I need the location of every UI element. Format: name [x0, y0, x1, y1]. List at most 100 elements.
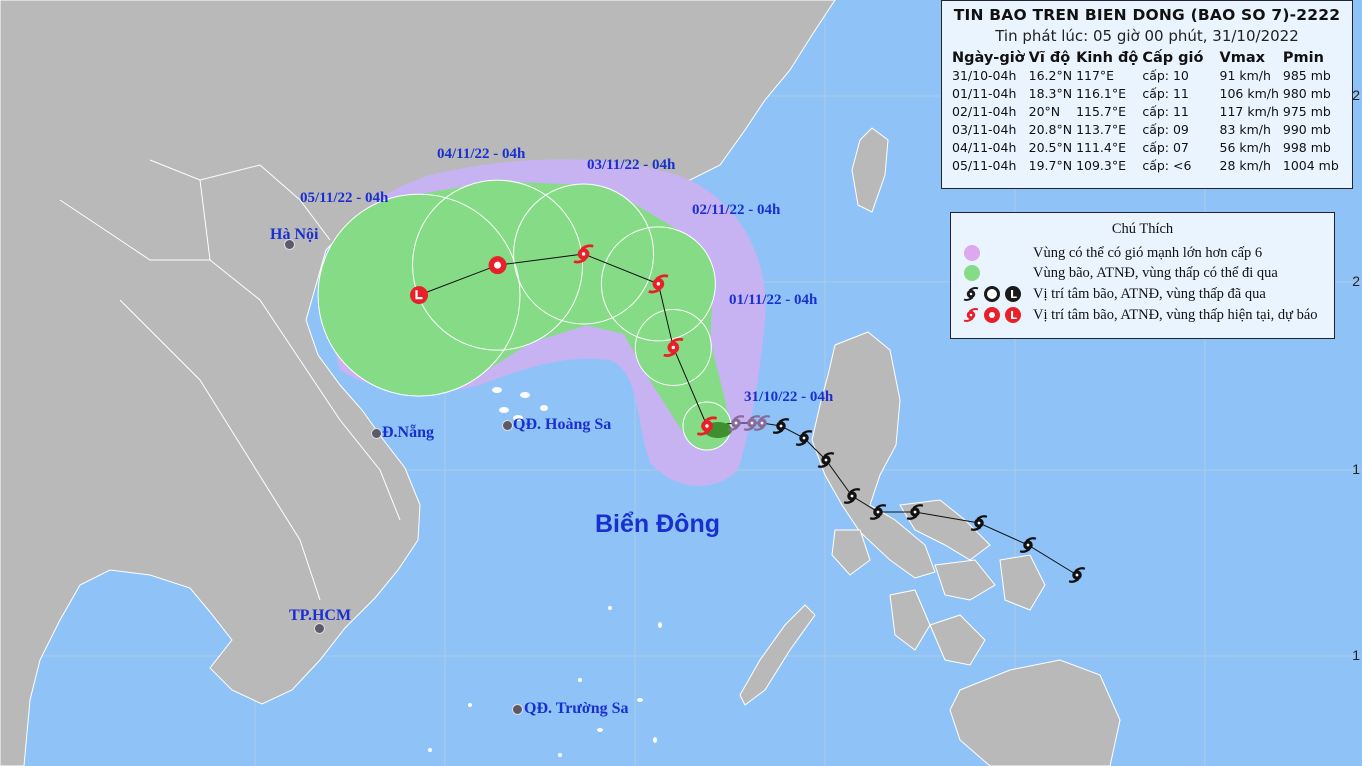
archipelago-hoangsa: QĐ. Hoàng Sa: [513, 416, 612, 433]
table-row: 31/10-04h 16.2°N 117°E cấp: 10 91 km/h 985 mb: [952, 67, 1343, 85]
dot-truongsa: [512, 704, 523, 715]
table-row: 05/11-04h 19.7°N 109.3°E cấp: <6 28 km/h 1004…: [952, 157, 1343, 175]
city-dot-hanoi: [284, 239, 295, 250]
cell-wind: cấp: 11: [1142, 86, 1189, 101]
cell-time: 31/10-04h: [952, 68, 1017, 83]
forecast-track-line: [418, 253, 708, 427]
past-storm-icon: [1068, 567, 1086, 583]
col-header: Vmax: [1219, 50, 1265, 66]
cell-time: 04/11-04h: [952, 140, 1017, 155]
track-label-01-11: 01/11/22 - 04h: [729, 292, 818, 308]
cell-time: 01/11-04h: [952, 86, 1017, 101]
archipelago-truongsa: QĐ. Trường Sa: [524, 700, 629, 717]
city-danang: Đ.Nẵng: [382, 424, 435, 441]
table-row: 04/11-04h 20.5°N 111.4°E cấp: 07 56 km/h 998 …: [952, 139, 1343, 157]
cell-lon: 117°E: [1076, 68, 1115, 83]
low-pressure-icon: [410, 286, 429, 305]
legend-item: Vùng bão, ATNĐ, vùng thấp có thể đi qua: [961, 263, 1278, 283]
cell-vmax: 91 km/h: [1219, 68, 1271, 83]
col-header: Ngày-giờ: [952, 50, 1025, 66]
cell-lat: 20°N: [1028, 104, 1061, 119]
bulletin-panel: TIN BAO TREN BIEN DONG (BAO SO 7)-2222 T…: [941, 0, 1353, 189]
legend-title: Chú Thích: [1111, 221, 1174, 237]
legend-label: Vùng có thể có gió mạnh lớn hơn cấp 6: [1033, 244, 1263, 261]
forecast-circle: [600, 226, 716, 342]
cell-lon: 116.1°E: [1076, 86, 1127, 101]
purple-dot-icon: [964, 245, 980, 261]
cell-lat: 20.8°N: [1028, 122, 1073, 137]
track-label-02-11: 02/11/22 - 04h: [692, 202, 781, 218]
cell-lon: 113.7°E: [1076, 122, 1127, 137]
track-label-04-11: 04/11/22 - 04h: [437, 146, 526, 162]
forecast-circle: [634, 308, 712, 386]
bulletin-title: TIN BAO TREN BIEN DONG (BAO SO 7)-2222: [953, 6, 1341, 24]
green-dot-icon: [964, 265, 980, 281]
forecast-table: Ngày-giờ Vĩ độ Kinh độ Cấp gió Vmax Pmin…: [952, 50, 1343, 175]
forecast-circle: [412, 179, 584, 351]
cell-wind: cấp: 10: [1142, 68, 1189, 83]
sea-name-bien-dong: Biển Đông: [595, 510, 720, 538]
cell-time: 05/11-04h: [952, 158, 1017, 173]
forecast-track: [410, 244, 718, 436]
legend-item: L Vị trí tâm bão, ATNĐ, vùng thấp đã qua: [961, 284, 1266, 304]
legend-label: Vùng bão, ATNĐ, vùng thấp có thể đi qua: [1033, 264, 1278, 281]
cell-wind: cấp: 09: [1142, 122, 1189, 137]
cell-pmin: 990 mb: [1282, 122, 1331, 137]
forecast-circle: [513, 183, 655, 325]
city-dot-danang: [371, 428, 382, 439]
legend-label: Vị trí tâm bão, ATNĐ, vùng thấp đã qua: [1033, 285, 1266, 302]
svg-text:L: L: [1010, 309, 1017, 322]
past-storm-icon: [772, 418, 790, 434]
city-dot-hcm: [314, 623, 325, 634]
cell-lon: 109.3°E: [1076, 158, 1127, 173]
cell-pmin: 998 mb: [1282, 140, 1331, 155]
city-hcm: TP.HCM: [289, 607, 352, 624]
cell-lat: 18.3°N: [1028, 86, 1073, 101]
forecast-circles: [317, 179, 732, 451]
track-zone-segment: [383, 185, 528, 390]
col-header: Kinh độ: [1076, 50, 1139, 66]
cell-vmax: 56 km/h: [1219, 140, 1271, 155]
cell-pmin: 985 mb: [1282, 68, 1331, 83]
track-label-31-10: 31/10/22 - 04h: [744, 389, 834, 405]
cell-vmax: 83 km/h: [1219, 122, 1271, 137]
cell-pmin: 975 mb: [1282, 104, 1331, 119]
legend-item: L Vị trí tâm bão, ATNĐ, vùng thấp hiện t…: [961, 305, 1318, 325]
cell-vmax: 117 km/h: [1219, 104, 1279, 119]
cell-lat: 16.2°N: [1028, 68, 1073, 83]
lat-tick: 1: [1352, 461, 1360, 477]
islands: [428, 387, 662, 757]
lat-tick: 2: [1352, 273, 1360, 289]
cell-lon: 115.7°E: [1076, 104, 1127, 119]
past-storm-icon: [1019, 537, 1037, 553]
forecast-position-icons: L: [963, 307, 1021, 323]
bulletin-issued: Tin phát lúc: 05 giờ 00 phút, 31/10/2022: [995, 27, 1299, 45]
cell-time: 03/11-04h: [952, 122, 1017, 137]
lat-tick: 1: [1352, 647, 1360, 663]
legend-label: Vị trí tâm bão, ATNĐ, vùng thấp hiện tại…: [1033, 306, 1318, 323]
past-storm-icon: [970, 515, 988, 531]
forecast-circle: [682, 401, 732, 451]
cell-wind: cấp: 07: [1142, 140, 1189, 155]
cell-lat: 20.5°N: [1028, 140, 1073, 155]
cell-vmax: 28 km/h: [1219, 158, 1271, 173]
col-header: Cấp gió: [1142, 50, 1204, 66]
table-row: 02/11-04h 20°N 115.7°E cấp: 11 117 km/h 975 m…: [952, 103, 1343, 121]
cell-lon: 111.4°E: [1076, 140, 1127, 155]
track-label-03-11: 03/11/22 - 04h: [587, 157, 676, 173]
city-hanoi: Hà Nội: [270, 226, 319, 243]
borders: [59, 159, 401, 601]
svg-text:L: L: [1010, 288, 1017, 301]
table-row: 01/11-04h 18.3°N 116.1°E cấp: 11 106 km/h 980…: [952, 85, 1343, 103]
cell-pmin: 980 mb: [1282, 86, 1331, 101]
dot-hoangsa: [502, 420, 513, 431]
cell-wind: cấp: 11: [1142, 104, 1189, 119]
cell-lat: 19.7°N: [1028, 158, 1073, 173]
past-position-icons: L: [963, 286, 1021, 302]
legend-panel: Chú Thích Vùng có thể có gió mạnh lớn hơ…: [950, 212, 1335, 339]
depression-icon: [488, 256, 507, 275]
lat-tick: 2: [1352, 87, 1360, 103]
cell-time: 02/11-04h: [952, 104, 1017, 119]
forecast-circle: [317, 193, 521, 397]
